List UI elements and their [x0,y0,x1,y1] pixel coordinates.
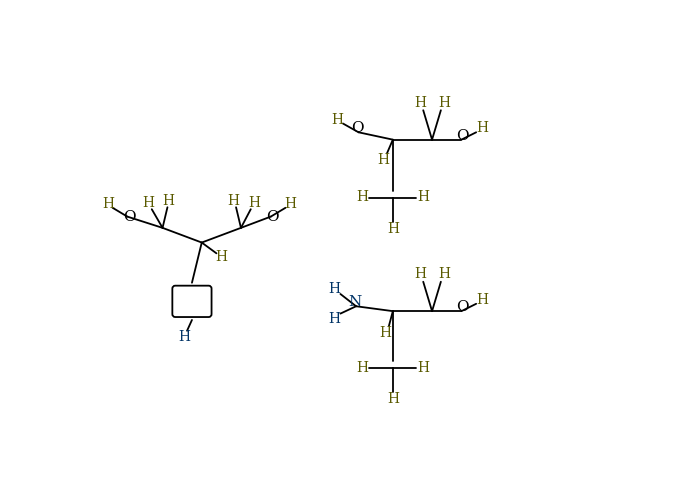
Text: H: H [417,361,429,374]
Text: H: H [285,197,296,211]
Text: H: H [438,268,450,281]
Text: H: H [377,153,389,167]
Text: H: H [387,222,399,236]
Text: H: H [380,326,392,340]
Text: H: H [414,96,426,110]
Text: Abs: Abs [179,294,205,308]
Text: H: H [162,195,174,208]
Text: O: O [267,210,279,224]
Text: H: H [414,268,426,281]
Text: H: H [438,96,450,110]
Text: H: H [357,191,369,204]
Text: H: H [227,195,240,208]
Text: H: H [103,197,114,211]
Text: H: H [328,282,340,295]
Text: O: O [351,122,364,135]
Text: H: H [178,330,190,343]
Text: N: N [349,295,362,309]
Text: O: O [123,210,135,224]
FancyBboxPatch shape [172,286,211,317]
Text: O: O [456,300,468,314]
Text: H: H [328,312,340,325]
Text: H: H [248,196,260,210]
Text: H: H [387,392,399,406]
Text: H: H [476,293,488,307]
Text: H: H [476,122,488,135]
Text: H: H [142,196,154,210]
Text: H: H [331,113,343,126]
Text: O: O [456,129,468,143]
Text: H: H [215,250,227,264]
Text: H: H [357,361,369,374]
Text: H: H [417,191,429,204]
